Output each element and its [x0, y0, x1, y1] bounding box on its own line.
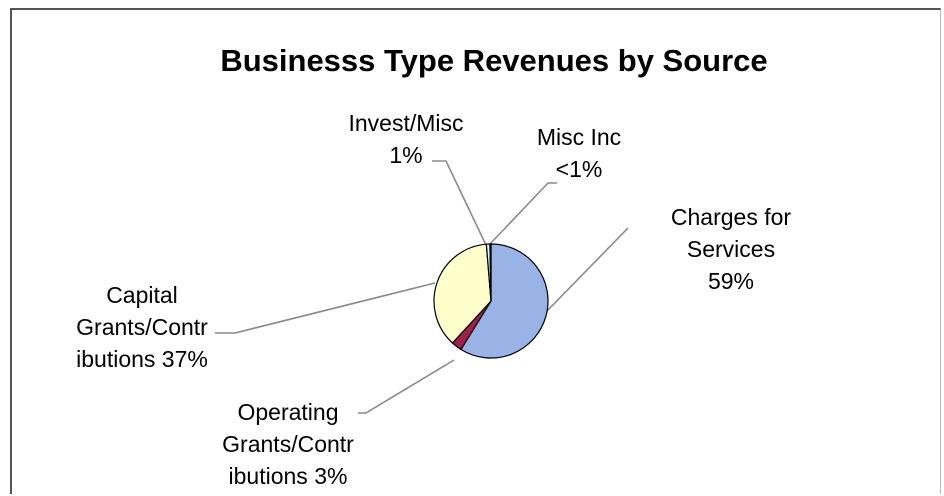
pie-slice-charges [460, 243, 549, 359]
leader-line-misc [488, 182, 557, 246]
leader-line-charges [546, 227, 629, 312]
slice-label-line: Charges for [671, 204, 792, 230]
slice-label-capital: Capital Grants/Contr ibutions 37% [76, 282, 208, 372]
slice-label-line: 59% [708, 268, 754, 294]
slice-label-misc: Misc Inc <1% [537, 124, 621, 182]
slice-label-line: 1% [389, 142, 422, 168]
slice-label-line: Grants/Contr [222, 431, 354, 457]
pie-slice-capital [433, 243, 492, 344]
slice-label-line: Capital [106, 282, 178, 308]
slice-label-charges: Charges for Services 59% [671, 204, 792, 294]
slice-label-line: Misc Inc [537, 124, 621, 150]
pie-slices [433, 243, 549, 359]
slice-label-line: ibutions 37% [76, 346, 208, 372]
leader-line-operating [358, 359, 455, 414]
leader-lines [215, 160, 629, 414]
chart-title: Businesss Type Revenues by Source [220, 43, 767, 78]
pie-slice-misc [489, 243, 492, 302]
leader-line-invest [432, 160, 487, 246]
slice-label-line: ibutions 3% [229, 463, 348, 489]
slice-label-invest: Invest/Misc 1% [348, 110, 463, 168]
slice-label-line: Services [687, 236, 775, 262]
slice-label-line: Grants/Contr [76, 314, 208, 340]
slice-label-line: Operating [237, 399, 338, 425]
slice-labels: Charges for Services 59% Operating Grants/Co… [76, 110, 791, 489]
pie-chart: Businesss Type Revenues by Source Charge… [76, 43, 791, 489]
slice-label-operating: Operating Grants/Contr ibutions 3% [222, 399, 354, 489]
slice-label-line: <1% [556, 156, 603, 182]
leader-line-capital [215, 282, 436, 334]
chart-frame: Businesss Type Revenues by Source Charge… [10, 8, 941, 494]
slice-label-line: Invest/Misc [348, 110, 463, 136]
